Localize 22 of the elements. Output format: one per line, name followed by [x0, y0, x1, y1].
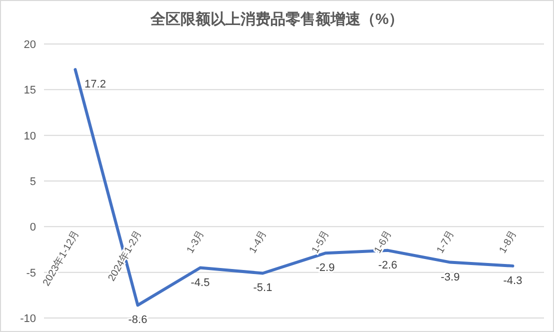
- y-tick-label: 5: [30, 176, 36, 188]
- y-tick-label: -10: [20, 313, 36, 325]
- x-tick-label: 1-5月: [310, 228, 332, 256]
- y-tick-label: 20: [24, 39, 36, 51]
- x-tick-label: 1-4月: [248, 228, 270, 256]
- title: 全区限额以上消费品零售额增速（%）: [150, 11, 404, 28]
- x-tick-label: 1-8月: [498, 228, 520, 256]
- x-tick-label: 1-6月: [372, 228, 394, 256]
- data-label: -3.9: [440, 271, 460, 284]
- data-label: -2.6: [378, 259, 398, 272]
- data-label: -8.6: [128, 314, 148, 326]
- data-label: -2.9: [316, 262, 335, 274]
- data-label: -4.3: [503, 274, 522, 287]
- x-tick-label: 1-7月: [435, 228, 457, 256]
- x-tick-label: 1-3月: [185, 228, 207, 256]
- data-label: -5.1: [253, 282, 272, 294]
- y-tick-label: 15: [24, 84, 36, 97]
- y-tick-label: -5: [26, 267, 36, 280]
- y-tick-label: 10: [24, 130, 36, 142]
- y-tick-label: 0: [30, 222, 36, 234]
- data-label: 17.2: [84, 78, 106, 91]
- data-label: -4.5: [190, 276, 210, 289]
